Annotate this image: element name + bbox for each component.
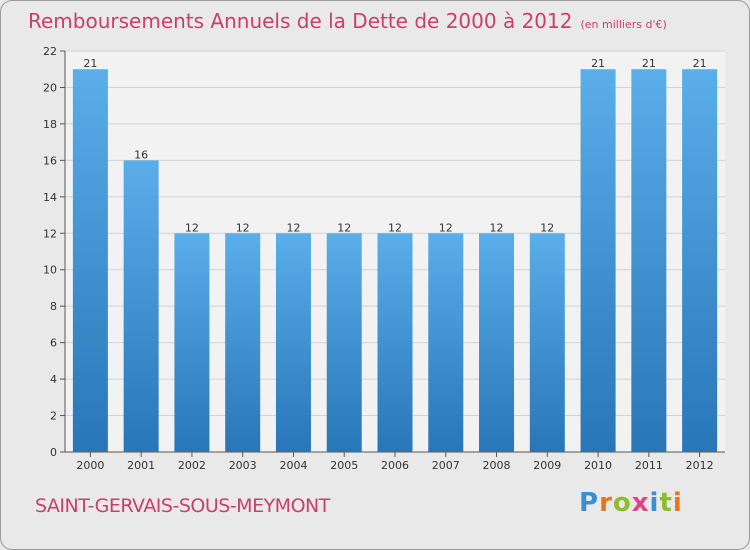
x-tick-label: 2009 [533, 459, 561, 472]
chart-title: Remboursements Annuels de la Dette de 20… [28, 9, 667, 33]
bar-value-label: 21 [693, 57, 707, 70]
bar-value-label: 21 [83, 57, 97, 70]
commune-name: SAINT-GERVAIS-SOUS-MEYMONT [35, 495, 330, 517]
logo-letter: o [612, 488, 632, 518]
logo-letter: P [579, 488, 600, 518]
x-tick-label: 2010 [584, 459, 612, 472]
x-tick-label: 2000 [76, 459, 104, 472]
x-tick-label: 2006 [381, 459, 409, 472]
y-tick-label: 20 [43, 81, 57, 94]
bar-value-label: 12 [388, 221, 402, 234]
chart-unit: (en milliers d'€) [580, 18, 667, 31]
bar [174, 233, 210, 452]
bar [479, 233, 515, 452]
chart-title-text: Remboursements Annuels de la Dette de 20… [28, 9, 573, 33]
bar-value-label: 12 [286, 221, 300, 234]
bar-value-label: 12 [439, 221, 453, 234]
bar-value-label: 12 [236, 221, 250, 234]
y-tick-label: 0 [50, 446, 57, 459]
proxiti-logo: Proxiti [579, 488, 683, 518]
bar [326, 233, 362, 452]
y-tick-label: 2 [50, 410, 57, 423]
bar-value-label: 12 [490, 221, 504, 234]
bar-value-label: 12 [337, 221, 351, 234]
logo-letter: i [672, 488, 683, 518]
bar [580, 69, 616, 453]
logo-letter: x [631, 488, 650, 518]
y-tick-label: 12 [43, 227, 57, 240]
bar-value-label: 21 [642, 57, 656, 70]
x-tick-label: 2007 [432, 459, 460, 472]
logo-letter: i [649, 488, 660, 518]
bar [682, 69, 718, 453]
bar [529, 233, 565, 452]
y-tick-label: 10 [43, 264, 57, 277]
x-tick-label: 2005 [330, 459, 358, 472]
y-tick-label: 22 [43, 45, 57, 58]
bar-value-label: 12 [185, 221, 199, 234]
x-tick-label: 2008 [483, 459, 511, 472]
bar [225, 233, 261, 452]
logo-letter: r [599, 488, 613, 518]
logo-letter: t [659, 488, 673, 518]
y-tick-label: 18 [43, 118, 57, 131]
x-tick-label: 2011 [635, 459, 663, 472]
bar [428, 233, 464, 452]
x-tick-label: 2001 [127, 459, 155, 472]
x-tick-label: 2012 [686, 459, 714, 472]
bar-value-label: 21 [591, 57, 605, 70]
x-tick-label: 2004 [279, 459, 307, 472]
y-tick-label: 16 [43, 154, 57, 167]
bar-value-label: 16 [134, 148, 148, 161]
bar [275, 233, 311, 452]
bar-value-label: 12 [540, 221, 554, 234]
bar [123, 160, 159, 452]
x-tick-label: 2003 [229, 459, 257, 472]
bar [631, 69, 667, 453]
x-tick-label: 2002 [178, 459, 206, 472]
y-tick-label: 14 [43, 191, 57, 204]
y-tick-label: 4 [50, 373, 57, 386]
y-tick-label: 6 [50, 337, 57, 350]
bar [377, 233, 413, 452]
y-tick-label: 8 [50, 300, 57, 313]
bar [72, 69, 108, 453]
